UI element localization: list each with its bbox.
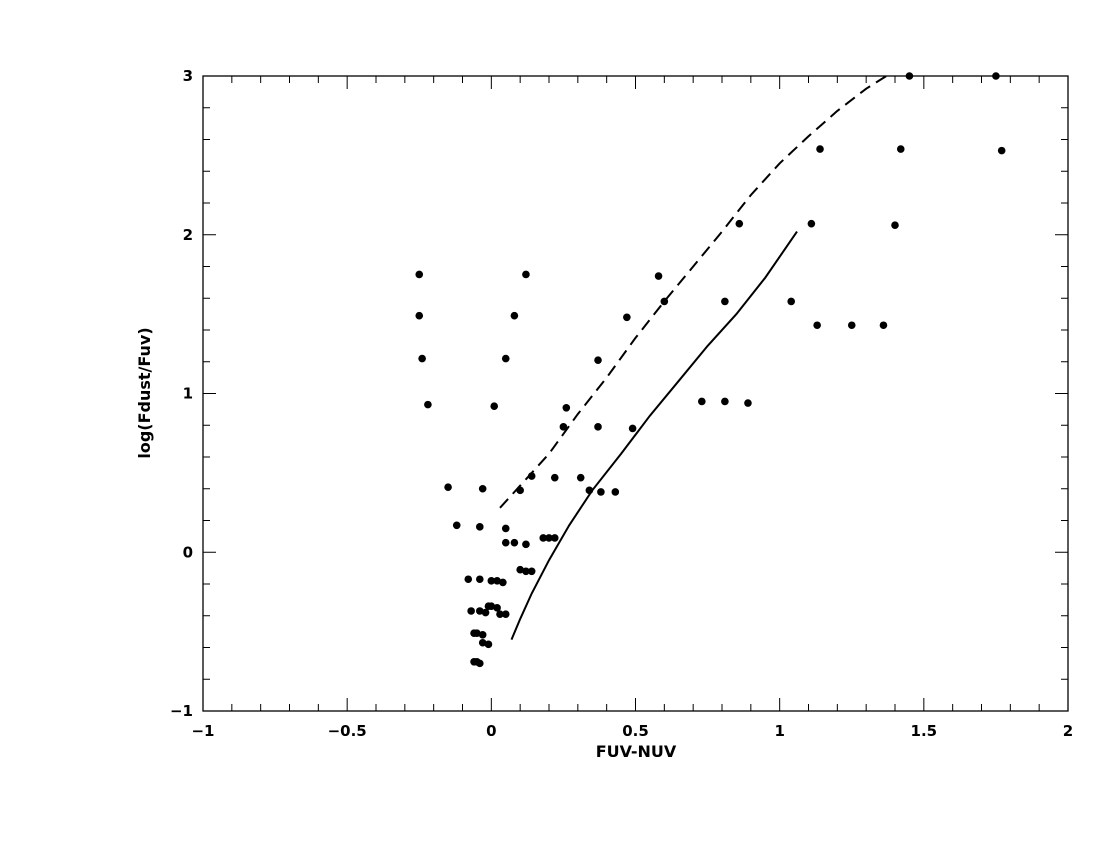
data-point [501,538,510,547]
data-point [478,631,487,639]
x-axis-label: FUV-NUV [596,742,677,761]
data-point [847,321,856,330]
data-point [481,608,490,617]
data-point [527,472,536,480]
data-point [559,423,568,431]
data-point [484,640,493,649]
x-tick-label: 1 [774,722,784,740]
data-point [550,534,559,542]
data-point [501,610,510,618]
plot-frame [202,75,1069,712]
data-point [527,567,536,576]
solid-model-curve [510,231,798,640]
data-point [478,484,487,493]
data-point [628,424,637,433]
data-point [510,538,519,547]
data-point [576,473,585,482]
data-point [444,483,452,491]
data-point [516,565,524,574]
data-point [623,313,631,322]
data-point [464,575,473,584]
data-point [997,146,1006,155]
data-point [896,145,905,153]
data-point [493,577,501,585]
data-point [418,354,426,363]
data-point [905,72,914,80]
data-point [476,607,484,615]
data-point [539,534,548,542]
data-point [550,473,559,482]
x-tick-labels: −1 −0.5 0 0.5 1 1.5 2 [191,722,1073,740]
data-point [424,400,432,409]
data-point [744,399,752,407]
tick-marks [202,75,1069,712]
data-point [452,521,461,530]
x-tick-label: −1 [191,722,214,740]
x-tick-label: 0.5 [622,722,649,740]
data-point [490,402,499,411]
data-point [478,638,487,647]
data-point [562,403,571,412]
data-point [516,486,524,495]
data-point [721,397,729,406]
data-point [545,534,553,542]
y-axis-label: log(Fdust/Fuv) [135,327,154,458]
data-point [654,272,663,280]
data-point [611,488,620,496]
data-point [476,659,484,668]
y-tick-label: 0 [183,543,193,561]
data-point [891,221,899,230]
data-point [879,321,888,330]
data-point [660,297,669,306]
data-point [499,578,507,587]
model-curves [499,76,887,640]
data-point [415,311,424,320]
x-tick-label: −0.5 [328,722,367,740]
data-point [522,567,530,576]
data-point [594,356,602,364]
data-point [476,575,484,584]
data-point [493,604,501,612]
data-points [415,72,1006,668]
data-point [594,423,602,431]
x-tick-label: 0 [486,722,496,740]
data-point [473,629,481,638]
data-point [735,219,744,228]
y-tick-labels: −1 0 1 2 3 [170,67,193,720]
y-tick-label: −1 [170,702,193,720]
y-tick-label: 2 [183,226,193,244]
data-point [415,270,424,279]
y-tick-label: 3 [183,67,193,85]
data-point [496,610,504,618]
data-point [501,524,510,533]
x-tick-label: 2 [1063,722,1073,740]
data-point [501,354,510,363]
y-tick-label: 1 [183,385,193,403]
dashed-model-curve [499,76,887,509]
data-point [510,311,519,320]
data-point [476,523,484,531]
x-tick-label: 1.5 [911,722,938,740]
data-point [487,602,496,611]
data-point [813,321,821,330]
data-point [787,297,795,306]
data-point [467,607,475,615]
data-point [522,540,530,549]
data-point [585,486,594,495]
data-point [816,145,824,153]
data-point [487,577,496,585]
data-point [597,488,605,496]
axes [202,75,1069,712]
data-point [807,219,816,228]
data-point [992,72,1000,80]
data-point [522,270,530,279]
data-point [698,397,706,406]
data-point [721,297,729,306]
